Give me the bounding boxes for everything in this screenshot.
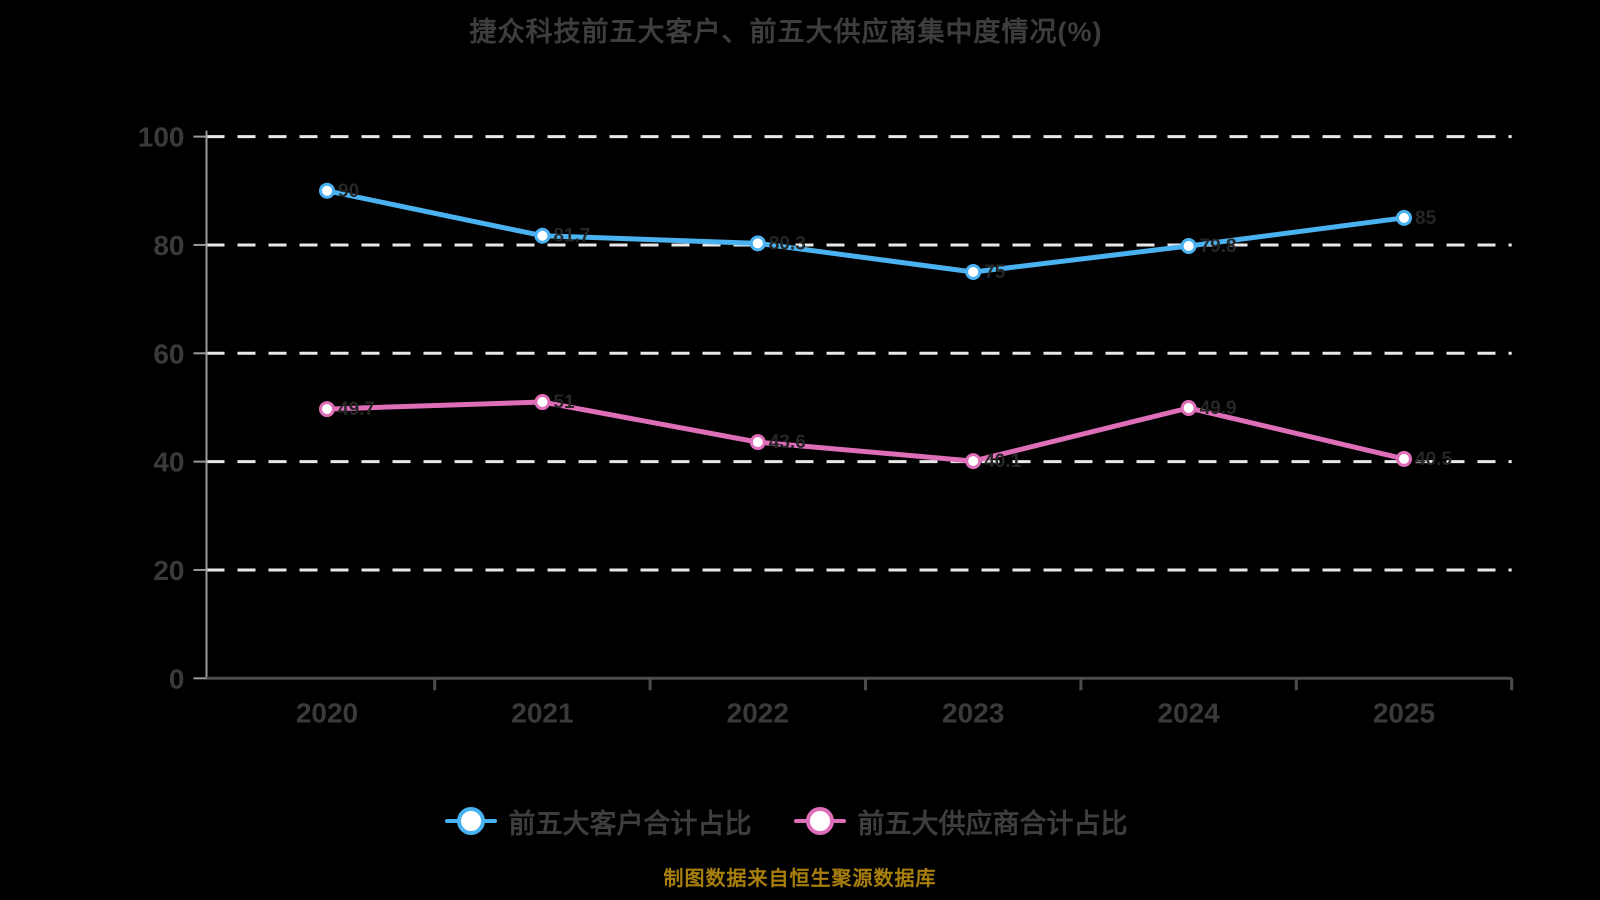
series-line-1 bbox=[324, 399, 1407, 464]
data-label-1-2022: 43.6 bbox=[769, 432, 806, 453]
x-tick-label-2023: 2023 bbox=[942, 697, 1004, 728]
data-point-1-2020[interactable] bbox=[319, 401, 335, 418]
suppliers-dot-swatch bbox=[805, 807, 834, 835]
y-tick-label-100: 100 bbox=[138, 122, 185, 153]
y-tick-label-20: 20 bbox=[153, 555, 184, 586]
legend-item-top5-suppliers[interactable]: 前五大供应商合计占比 bbox=[793, 802, 1128, 841]
x-tick-label-2020: 2020 bbox=[296, 697, 358, 728]
data-label-1-2024: 49.9 bbox=[1200, 398, 1237, 419]
line-chart-canvas: 0 20 40 60 80 100 2020 2021 2022 2023 2024 2025 90 81… bbox=[138, 122, 1514, 728]
data-point-0-2023[interactable] bbox=[965, 264, 982, 281]
data-point-0-2022[interactable] bbox=[749, 235, 766, 252]
data-label-1-2023: 40.1 bbox=[984, 451, 1021, 472]
x-tick-label-2021: 2021 bbox=[511, 697, 573, 728]
legend-item-top5-customers[interactable]: 前五大客户合计占比 bbox=[444, 802, 752, 841]
series-line-0 bbox=[324, 188, 1407, 275]
y-tick-label-0: 0 bbox=[169, 663, 185, 694]
data-point-0-2025[interactable] bbox=[1396, 209, 1412, 226]
data-label-0-2025: 85 bbox=[1415, 208, 1437, 229]
data-label-1-2021: 51 bbox=[553, 392, 575, 413]
data-label-1-2025: 40.5 bbox=[1415, 449, 1452, 470]
data-source-note: 制图数据来自恒生聚源数据库 bbox=[663, 868, 937, 890]
y-tick-label-80: 80 bbox=[153, 230, 184, 261]
data-label-1-2020: 49.7 bbox=[338, 399, 375, 420]
y-tick-label-60: 60 bbox=[153, 338, 184, 369]
data-point-0-2024[interactable] bbox=[1180, 238, 1197, 255]
data-label-0-2021: 81.7 bbox=[553, 226, 590, 247]
data-label-0-2024: 79.8 bbox=[1200, 236, 1237, 257]
x-tick-label-2025: 2025 bbox=[1373, 697, 1435, 728]
data-label-0-2022: 80.3 bbox=[769, 233, 806, 254]
customers-series-marker-icon bbox=[444, 806, 497, 836]
chart-title: 捷众科技前五大客户、前五大供应商集中度情况(%) bbox=[469, 17, 1103, 47]
legend-label-top5-customers: 前五大客户合计占比 bbox=[508, 808, 752, 839]
data-point-0-2020[interactable] bbox=[319, 182, 335, 199]
y-tick-label-40: 40 bbox=[153, 447, 184, 478]
x-tick-label-2022: 2022 bbox=[727, 697, 789, 728]
customers-dot-swatch bbox=[456, 807, 485, 835]
data-point-1-2021[interactable] bbox=[534, 394, 551, 411]
x-tick-label-2024: 2024 bbox=[1157, 697, 1220, 728]
data-point-1-2024[interactable] bbox=[1180, 399, 1197, 416]
legend-label-top5-suppliers: 前五大供应商合计占比 bbox=[857, 808, 1128, 839]
chart-legend: 前五大客户合计占比 前五大供应商合计占比 bbox=[0, 797, 1572, 845]
data-point-1-2022[interactable] bbox=[749, 434, 766, 451]
data-point-1-2023[interactable] bbox=[965, 453, 982, 470]
suppliers-series-marker-icon bbox=[793, 806, 846, 836]
data-point-0-2021[interactable] bbox=[534, 227, 551, 244]
data-point-1-2025[interactable] bbox=[1396, 450, 1412, 467]
data-label-0-2020: 90 bbox=[338, 181, 359, 202]
data-label-0-2023: 75 bbox=[984, 262, 1006, 283]
